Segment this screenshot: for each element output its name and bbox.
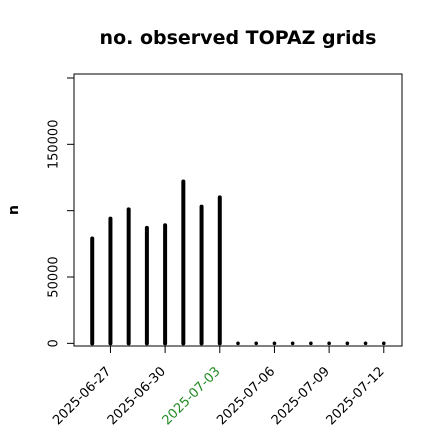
y-tick-label: 150000	[47, 120, 62, 170]
bar-zero-point	[272, 341, 277, 346]
bars	[90, 179, 386, 346]
y-ticks: 0 50000 150000	[47, 77, 74, 347]
bar-zero-point	[309, 341, 313, 346]
plot-frame	[73, 73, 403, 347]
y-axis-label: n	[6, 205, 22, 215]
bar-zero-point	[363, 341, 368, 346]
y-tick-label: 0	[47, 339, 62, 347]
bar-zero-point	[327, 341, 331, 346]
x-tick-label: 2025-07-12	[324, 364, 388, 428]
bar-zero-point	[254, 341, 259, 346]
bar-zero-point	[290, 341, 295, 346]
bar-zero-point	[345, 341, 350, 346]
chart-title: no. observed TOPAZ grids	[100, 27, 377, 49]
bar-zero-point	[236, 341, 240, 346]
bar-zero-point	[381, 341, 386, 346]
x-ticks: 2025-06-272025-06-302025-07-032025-07-06…	[50, 346, 388, 428]
y-tick-label: 50000	[47, 256, 62, 297]
